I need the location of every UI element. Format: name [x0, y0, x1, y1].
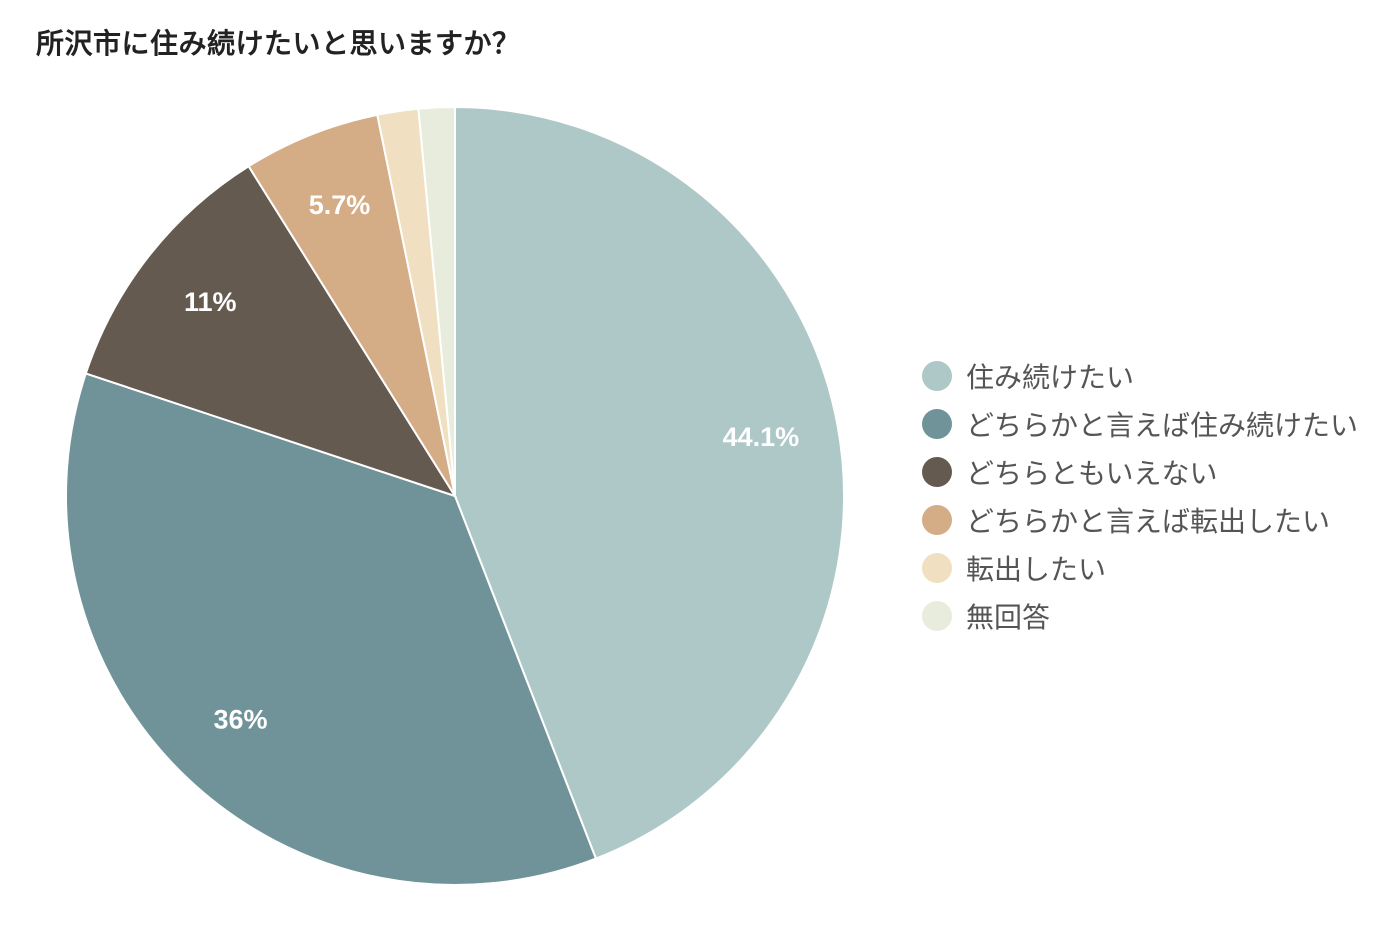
legend-swatch	[922, 505, 952, 535]
pie-slice-3	[84, 164, 458, 498]
pie-slice-1	[454, 105, 845, 860]
legend-swatch	[922, 553, 952, 583]
pie-slice-2	[65, 372, 598, 886]
pie-slice-label-1: 44.1%	[723, 422, 800, 452]
legend-item-1: 住み続けたい	[922, 352, 1358, 400]
legend-item-3: どちらともいえない	[922, 448, 1358, 496]
legend-label: どちらかと言えば住み続けたい	[966, 409, 1359, 442]
chart-title: 所沢市に住み続けたいと思いますか？	[36, 27, 521, 60]
legend-label: どちらともいえない	[966, 457, 1218, 490]
pie-chart: 44.1% 36% 11% 5.7%	[65, 105, 845, 886]
pie-slices	[65, 105, 845, 886]
legend-swatch	[922, 361, 952, 391]
pie-slice-4	[247, 113, 456, 497]
legend-item-6: 無回答	[922, 592, 1358, 640]
pie-slice-labels: 44.1% 36% 11% 5.7%	[184, 190, 799, 734]
legend-label: 無回答	[966, 601, 1051, 634]
legend-swatch	[922, 409, 952, 439]
pie-slice-label-4: 5.7%	[309, 190, 371, 220]
legend-item-4: どちらかと言えば転出したい	[922, 496, 1358, 544]
legend-label: どちらかと言えば転出したい	[966, 505, 1331, 538]
chart-legend: 住み続けたいどちらかと言えば住み続けたい どちらともいえないどちらかと言えば転出し…	[922, 352, 1358, 640]
legend-item-5: 転出したい	[922, 544, 1358, 592]
legend-item-2: どちらかと言えば住み続けたい	[922, 400, 1358, 448]
legend-swatch	[922, 601, 952, 631]
pie-slice-label-3: 11%	[184, 287, 237, 317]
legend-label: 転出したい	[966, 553, 1107, 586]
pie-slice-6	[417, 105, 456, 497]
pie-slice-label-2: 36%	[214, 705, 268, 735]
legend-label: 住み続けたい	[966, 361, 1135, 394]
legend-swatch	[922, 457, 952, 487]
